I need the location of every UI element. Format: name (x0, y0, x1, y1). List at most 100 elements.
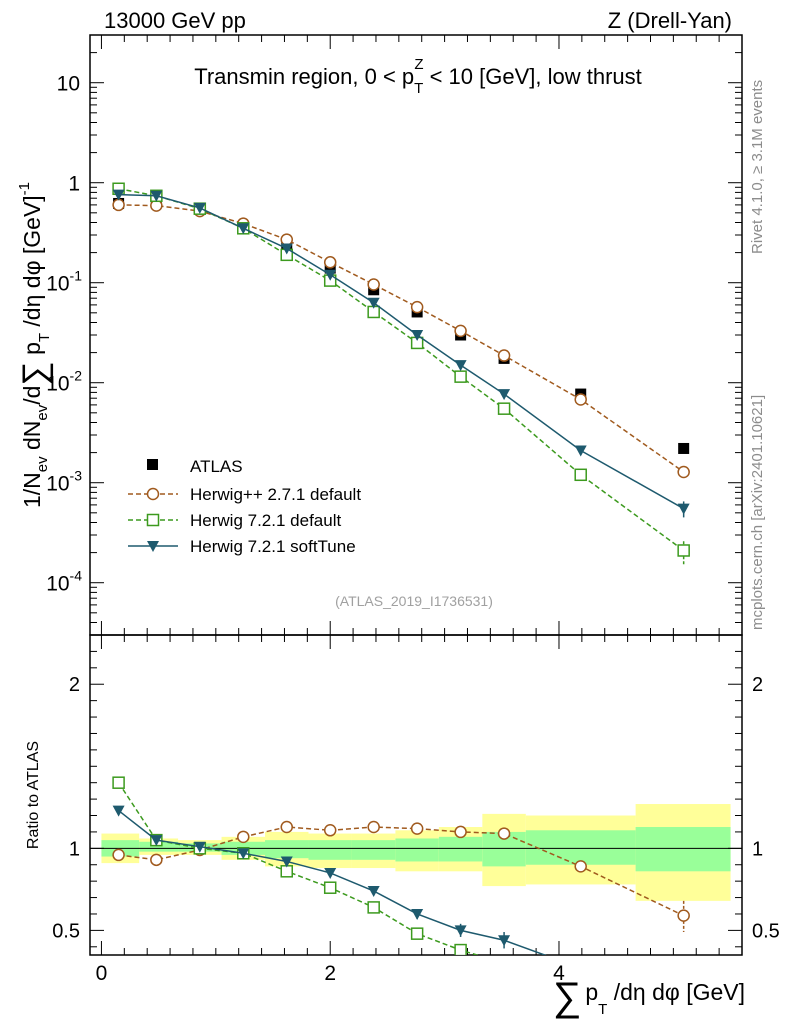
main-point-s1-7 (410, 300, 424, 314)
main-point-s3-0 (112, 189, 125, 201)
main-point-s1-8 (454, 324, 467, 338)
ratio-point-s1-6 (367, 901, 380, 914)
main-point-s1-4 (280, 233, 293, 246)
ratio-point-s2-8 (454, 925, 467, 937)
ratio-band-inner-10 (525, 830, 636, 865)
x-tick-label: 4 (553, 962, 565, 985)
ratio-band-inner-11 (635, 827, 731, 872)
main-axis-ticks: 10-4 10-3 10-2 10-1 1 10 (46, 34, 742, 636)
legend-atlas-label: ATLAS (190, 457, 243, 476)
main-point-s2-9 (497, 402, 511, 415)
main-point-s1-5 (323, 256, 337, 269)
main-point-s3-6 (367, 297, 380, 309)
main-series-line-3 (118, 193, 685, 510)
ratio-point-s2-0 (112, 805, 125, 817)
main-series-layer (112, 182, 690, 566)
ratio-point-s0-1 (150, 853, 163, 867)
main-point-s1-9 (497, 349, 511, 362)
ratio-point-s0-8 (454, 825, 467, 839)
ratio-point-s0-4 (280, 820, 293, 834)
main-point-s3-2 (193, 202, 206, 214)
process-label: Z (Drell-Yan) (608, 8, 732, 33)
ratio-point-s1-7 (410, 927, 424, 940)
ratio-band-inner-1 (139, 841, 179, 852)
energy-label: 13000 GeV pp (104, 8, 246, 33)
ratio-point-s2-4 (280, 856, 293, 868)
ratio-point-s1-9 (499, 958, 510, 969)
ratio-y-tick-label-left: 0.5 (52, 920, 80, 942)
legend-herwig7-softtune-marker (147, 541, 159, 552)
ratio-point-s2-2 (193, 841, 206, 853)
main-point-s2-8 (454, 370, 467, 383)
ratio-point-s0-0 (112, 848, 125, 862)
ratio-series-line-2 (118, 809, 547, 955)
ratio-axis-ticks: 0.5 0.5 1 1 2 2 0 2 4 (52, 635, 780, 985)
main-y-tick-label: 10 (57, 73, 80, 96)
main-point-s3-7 (411, 330, 424, 341)
main-point-s3-3 (237, 223, 250, 235)
main-title: Transmin region, 0 < pTZ < 10 [GeV], low… (194, 56, 642, 97)
main-point-s3-4 (280, 243, 293, 255)
legend-herwigpp-label: Herwig++ 2.7.1 default (190, 485, 361, 504)
legend-herwig7-default-label: Herwig 7.2.1 default (190, 511, 341, 530)
ratio-uncertainty-bands (90, 804, 742, 901)
ratio-y-tick-label-left: 2 (69, 674, 80, 696)
main-point-s1-11 (677, 465, 690, 479)
main-point-s3-10 (574, 445, 587, 457)
ratio-point-s1-0 (112, 776, 125, 789)
ratio-point-s0-9 (497, 827, 511, 840)
main-y-tick-label: 10-2 (46, 368, 82, 396)
legend: ATLAS Herwig++ 2.7.1 default Herwig 7.2.… (128, 457, 361, 556)
main-y-tick-label: 10-4 (46, 568, 82, 596)
ratio-point-s2-5 (324, 867, 337, 879)
x-axis-label: ∑ pT /dη dφ [GeV] (553, 975, 745, 1019)
ratio-y-tick-label-right: 2 (752, 674, 763, 696)
ratio-y-tick-label-right: 1 (752, 838, 763, 860)
ratio-y-tick-label-right: 0.5 (752, 920, 780, 942)
main-y-tick-label: 10-1 (46, 268, 82, 296)
x-tick-label: 0 (96, 962, 108, 985)
ratio-band-inner-8 (438, 836, 483, 862)
legend-herwig7-softtune-label: Herwig 7.2.1 softTune (190, 537, 356, 556)
main-point-s0-11 (678, 442, 690, 454)
ratio-point-s2-1 (150, 835, 163, 847)
ratio-series-line-0 (118, 826, 684, 917)
ratio-frame (89, 634, 743, 956)
legend-herwigpp-marker (146, 487, 160, 501)
rivet-version-label: Rivet 4.1.0, ≥ 3.1M events (749, 80, 766, 254)
main-series-line-1 (118, 204, 685, 473)
ratio-y-axis-label: Ratio to ATLAS (25, 741, 42, 849)
ratio-point-s1-5 (323, 881, 337, 894)
ratio-point-s2-7 (411, 908, 424, 920)
ratio-band-inner-7 (395, 838, 439, 862)
main-y-tick-label: 1 (68, 173, 80, 196)
ratio-y-tick-label-left: 1 (69, 838, 80, 860)
ratio-series-layer (112, 776, 690, 969)
main-point-s3-1 (150, 190, 163, 202)
mcplots-source-label: mcplots.cern.ch [arXiv:2401.10621] (749, 395, 766, 630)
ratio-point-s2-6 (367, 886, 380, 897)
analysis-id-label: (ATLAS_2019_I1736531) (335, 593, 493, 609)
main-point-s3-5 (324, 269, 337, 281)
main-point-s3-8 (454, 360, 467, 372)
legend-herwig7-default-marker (146, 513, 160, 527)
ratio-point-s0-11 (677, 909, 690, 922)
ratio-band-inner-4 (265, 840, 309, 859)
main-point-s1-10 (574, 393, 587, 406)
main-point-s3-11 (677, 503, 690, 515)
ratio-point-s0-6 (367, 820, 380, 834)
ratio-point-s0-10 (574, 860, 587, 873)
ratio-point-s1-8 (454, 943, 467, 955)
ratio-point-s2-3 (237, 848, 250, 860)
ratio-point-s0-7 (410, 822, 424, 835)
ratio-point-s0-5 (323, 824, 337, 837)
ratio-point-s0-3 (237, 830, 250, 844)
main-point-s2-10 (574, 468, 587, 482)
ratio-band-inner-6 (351, 840, 396, 860)
legend-atlas-marker (147, 459, 158, 470)
ratio-series-line-1 (117, 782, 480, 955)
main-point-s1-6 (367, 278, 380, 291)
ratio-point-s2-9 (498, 935, 511, 947)
